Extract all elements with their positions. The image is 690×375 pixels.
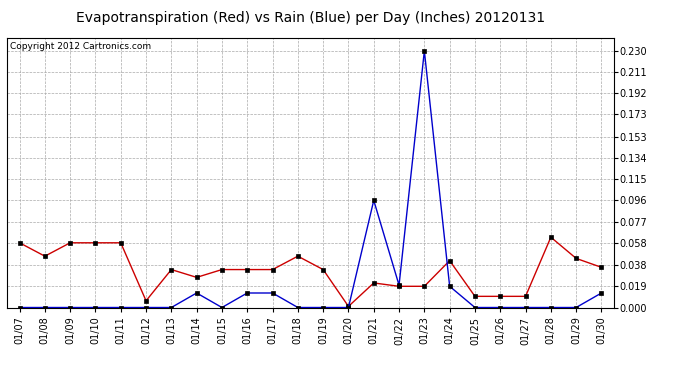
Text: Copyright 2012 Cartronics.com: Copyright 2012 Cartronics.com [10,42,151,51]
Text: Evapotranspiration (Red) vs Rain (Blue) per Day (Inches) 20120131: Evapotranspiration (Red) vs Rain (Blue) … [76,11,545,25]
